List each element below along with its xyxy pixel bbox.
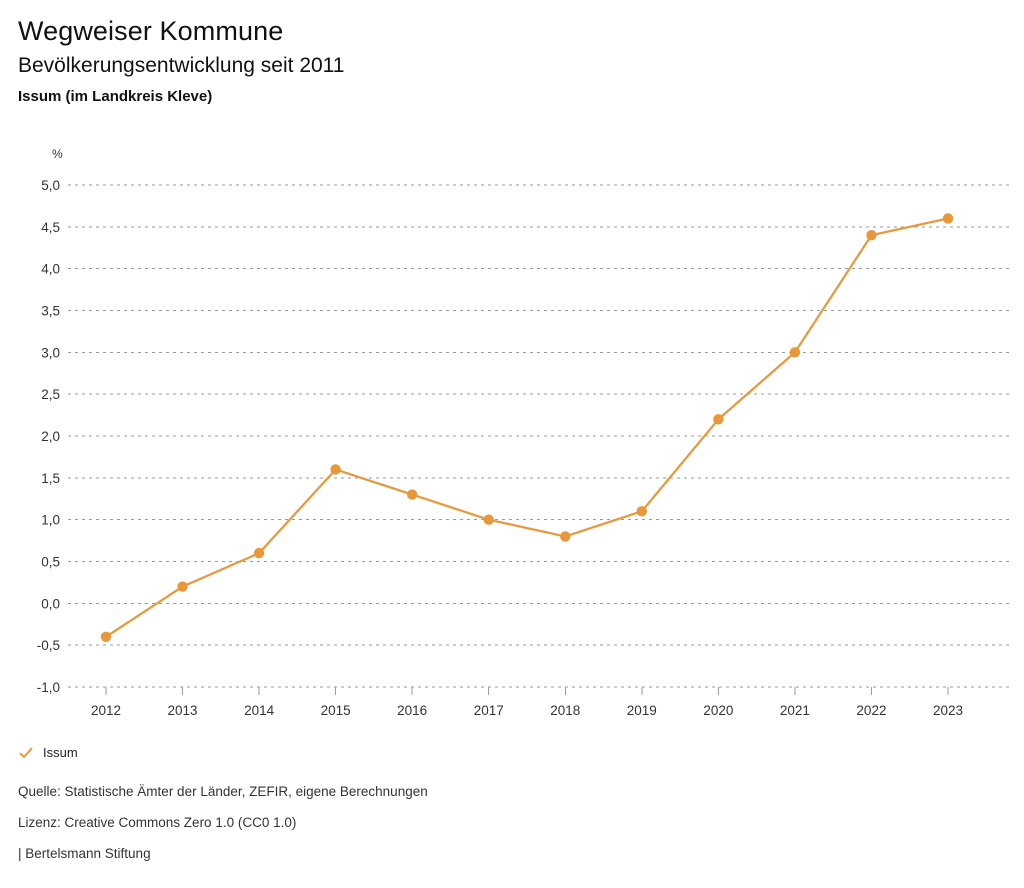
gridlines [68,184,1010,688]
data-point[interactable] [483,514,494,525]
x-axis-tick-label: 2022 [856,703,886,718]
data-point[interactable] [713,414,724,425]
y-axis-tick-label: 2,5 [41,387,60,402]
y-axis-labels: 5,0 4,5 4,0 3,5 3,0 2,5 2,0 1,5 1,0 0,5 0,0 -0,5 -1,… [37,178,60,695]
y-axis-tick-label: 0,5 [41,555,60,570]
data-point[interactable] [560,531,571,542]
page-subtitle: Bevölkerungsentwicklung seit 2011 [18,54,345,77]
x-axis-tick-label: 2021 [780,703,810,718]
publisher-line: | Bertelsmann Stiftung [18,846,151,861]
y-axis-tick-label: 4,0 [41,262,60,277]
data-point[interactable] [866,230,877,241]
x-axis-tick-label: 2014 [244,703,275,718]
y-axis-tick-label: -0,5 [37,638,60,653]
data-point[interactable] [253,547,265,559]
y-axis-tick-label: 4,5 [41,220,60,235]
x-axis-labels: 2012 2013 2014 2015 2016 2017 2018 2019 2020 2021… [91,703,963,718]
region-label: Issum (im Landkreis Kleve) [18,88,213,105]
x-axis-tick-label: 2013 [168,703,198,718]
chart-legend[interactable]: Issum [18,745,78,761]
y-axis-tick-label: 0,0 [41,596,60,611]
y-axis-tick-label: 1,0 [41,513,60,528]
x-axis-tick-label: 2019 [627,703,657,718]
y-axis-tick-label: -1,0 [37,680,60,695]
data-point[interactable] [789,347,801,358]
y-axis-tick-label: 1,5 [41,471,60,486]
check-icon [19,747,33,758]
data-point[interactable] [330,464,341,475]
y-axis-unit-label: % [52,147,63,161]
chart-footer: Quelle: Statistische Ämter der Länder, Z… [18,783,978,863]
series-points [100,213,954,642]
data-point[interactable] [406,489,418,500]
x-axis-tick-label: 2012 [91,703,121,718]
data-point[interactable] [636,506,648,517]
x-axis-ticks [105,687,949,695]
x-axis-tick-label: 2020 [703,703,733,718]
x-axis-tick-label: 2017 [474,703,504,718]
source-line: Quelle: Statistische Ämter der Länder, Z… [18,784,428,799]
x-axis-tick-label: 2016 [397,703,427,718]
x-axis-tick-label: 2023 [933,703,963,718]
line-chart: 5,0 4,5 4,0 3,5 3,0 2,5 2,0 1,5 1,0 0,5 0,0 -0,5 -1,… [0,140,1024,730]
page-title: Wegweiser Kommune [18,16,284,46]
y-axis-tick-label: 3,0 [41,345,60,360]
y-axis-tick-label: 5,0 [41,178,60,193]
chart-canvas: 5,0 4,5 4,0 3,5 3,0 2,5 2,0 1,5 1,0 0,5 0,0 -0,5 -1,… [37,147,1010,718]
x-axis-tick-label: 2015 [321,703,351,718]
data-point[interactable] [100,631,112,642]
y-axis-tick-label: 3,5 [41,304,60,319]
data-point[interactable] [177,581,188,592]
legend-item-label: Issum [43,745,78,760]
license-line: Lizenz: Creative Commons Zero 1.0 (CC0 1… [18,815,297,830]
data-point[interactable] [942,213,954,224]
x-axis-tick-label: 2018 [550,703,580,718]
series-line-issum [104,217,950,638]
page-header: Wegweiser Kommune Bevölkerungsentwicklun… [18,14,998,107]
y-axis-tick-label: 2,0 [41,429,60,444]
